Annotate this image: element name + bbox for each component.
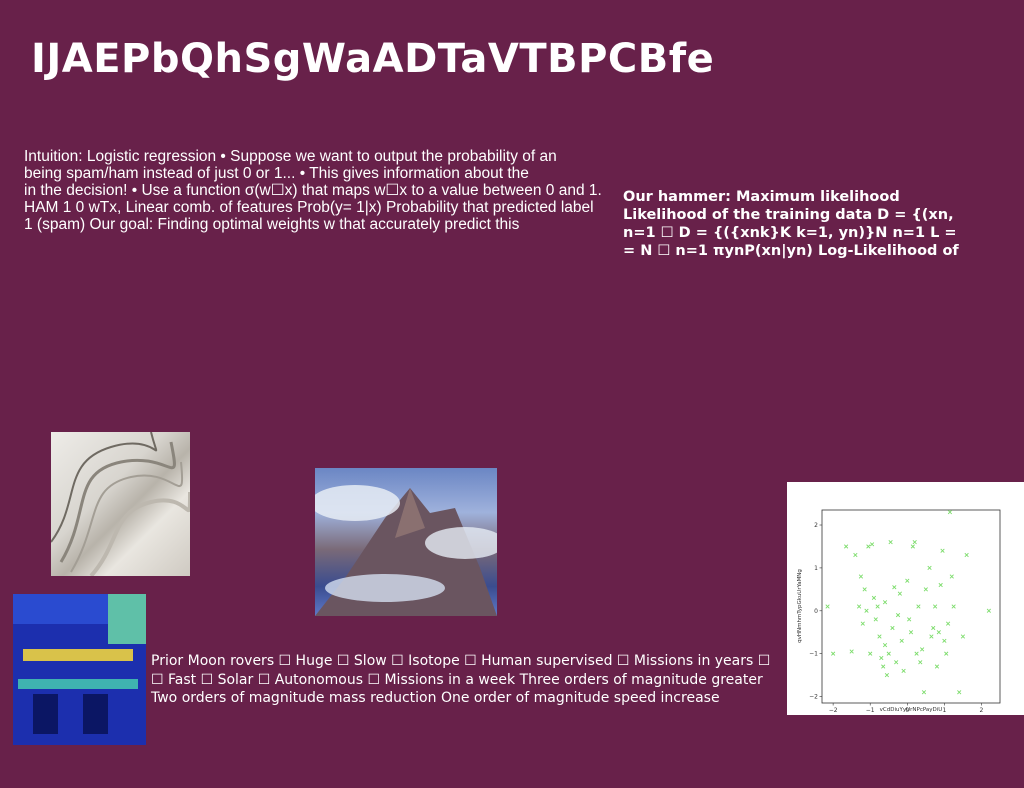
- scatter-point: [894, 660, 899, 665]
- scatter-point: [910, 544, 915, 549]
- ornate-building-image: [13, 594, 146, 745]
- scatter-point: [942, 638, 947, 643]
- plot-frame: [821, 509, 1001, 704]
- x-tick-label: 2: [980, 707, 984, 714]
- mountain-clouds-image: [315, 468, 497, 616]
- text-line: HAM 1 0 wTx, Linear comb. of features Pr…: [24, 199, 594, 216]
- scatter-point: [899, 638, 904, 643]
- axis-ticks: −2 −1 0 1 2 −2 −1 0 1 2: [809, 522, 983, 714]
- swirl-art: [51, 432, 190, 576]
- y-tick-label: 1: [814, 565, 818, 572]
- scatter-point: [934, 664, 940, 669]
- scatter-point: [875, 604, 880, 609]
- y-axis-label: qvHNmhmTypGkuUrYaMNg: [797, 569, 803, 643]
- scatter-point: [957, 690, 962, 695]
- scatter-point: [908, 630, 914, 635]
- scatter-point: [849, 649, 854, 654]
- text-line: Intuition: Logistic regression • Suppose…: [24, 148, 557, 165]
- scatter-point: [897, 591, 902, 596]
- scatter-point: [912, 540, 917, 545]
- text-line: n=1 ☐ D = {({xnk}K k=1, yn)}N n=1 L =: [623, 225, 957, 241]
- scatter-point: [940, 548, 945, 553]
- scatter-point: [936, 630, 941, 635]
- x-tick-label: −2: [829, 707, 838, 714]
- mountain-art: [315, 485, 497, 616]
- scatter-point: [921, 690, 927, 695]
- text-line: Prior Moon rovers ☐ Huge ☐ Slow ☐ Isotop…: [151, 653, 771, 669]
- scatter-point: [866, 544, 871, 549]
- scatter-point: [881, 664, 886, 669]
- scatter-plot-panel: −2 −1 0 1 2 −2 −1 0 1 2 vCdDiuYyUrNPcPayDiU qvHNm…: [787, 482, 1024, 715]
- scatter-point: [877, 634, 882, 639]
- x-tick-label: 0: [905, 707, 909, 714]
- scatter-point: [873, 617, 878, 622]
- scatter-point: [964, 552, 969, 558]
- scatter-point: [960, 634, 966, 639]
- scatter-point: [862, 587, 867, 592]
- scatter-point: [901, 668, 906, 673]
- text-line: being spam/ham instead of just 0 or 1...…: [24, 165, 529, 182]
- scatter-point: [944, 651, 949, 656]
- scatter-point: [947, 510, 953, 515]
- building-art: [13, 594, 146, 745]
- scatter-point: [868, 651, 873, 656]
- text-line: Likelihood of the training data D = {(xn…: [623, 207, 954, 223]
- scatter-point: [831, 651, 836, 656]
- text-line: Two orders of magnitude mass reduction O…: [151, 690, 720, 706]
- scatter-point: [914, 651, 919, 656]
- scatter-point: [879, 655, 884, 661]
- bottom-text-block: Prior Moon rovers ☐ Huge ☐ Slow ☐ Isotop…: [151, 652, 770, 708]
- scatter-point: [869, 542, 875, 547]
- scatter-point: [905, 578, 910, 583]
- x-tick-label: 1: [942, 707, 946, 714]
- scatter-point: [938, 582, 943, 588]
- scatter-point: [949, 574, 954, 579]
- scatter-point: [931, 625, 936, 631]
- left-text-block: Intuition: Logistic regression • Suppose…: [24, 148, 602, 233]
- scatter-point: [916, 604, 921, 609]
- scatter-point: [882, 600, 888, 605]
- scatter-point: [907, 617, 912, 622]
- y-tick-label: −2: [809, 694, 818, 701]
- scatter-point: [923, 587, 928, 592]
- scatter-point: [860, 621, 865, 626]
- abstract-swirl-image: [51, 432, 190, 576]
- y-tick-label: 2: [814, 522, 818, 529]
- scatter-point: [888, 540, 893, 545]
- scatter-point: [843, 544, 849, 549]
- scatter-point: [920, 647, 925, 652]
- scatter-plot: −2 −1 0 1 2 −2 −1 0 1 2 vCdDiuYyUrNPcPayDiU qvHNm…: [797, 509, 1001, 714]
- x-axis-label: vCdDiuYyUrNPcPayDiU: [880, 707, 943, 713]
- scatter-point: [927, 565, 932, 571]
- scatter-point: [886, 651, 891, 656]
- scatter-point: [932, 604, 938, 609]
- right-text-block: Our hammer: Maximum likelihood Likelihood…: [623, 188, 959, 260]
- scatter-point: [825, 604, 830, 609]
- scatter-point: [892, 585, 897, 590]
- y-tick-label: 0: [814, 608, 818, 615]
- scatter-point: [951, 604, 956, 609]
- text-line: 1 (spam) Our goal: Finding optimal weigh…: [24, 216, 520, 233]
- scatter-point: [864, 608, 869, 613]
- scatter-point: [856, 604, 862, 609]
- text-line: in the decision! • Use a function σ(w☐x)…: [24, 182, 602, 199]
- scatter-point: [890, 625, 895, 631]
- text-line: Our hammer: Maximum likelihood: [623, 189, 900, 205]
- text-line: = N ☐ n=1 πynP(xn|yn) Log-Likelihood of: [623, 243, 959, 259]
- data-points: [825, 510, 991, 695]
- scatter-point: [853, 552, 858, 558]
- scatter-point: [882, 642, 888, 648]
- scatter-point: [929, 634, 934, 639]
- text-line: ☐ Fast ☐ Solar ☐ Autonomous ☐ Missions i…: [151, 671, 763, 688]
- slide-title: IJAEPbQhSgWaADTaVTBPCBfe: [31, 36, 715, 82]
- scatter-point: [986, 608, 991, 613]
- scatter-point: [858, 574, 864, 579]
- scatter-point: [918, 660, 923, 665]
- x-tick-label: −1: [866, 707, 875, 714]
- scatter-point: [884, 673, 890, 678]
- scatter-point: [945, 621, 951, 626]
- scatter-point: [895, 612, 901, 618]
- scatter-point: [871, 595, 877, 601]
- y-tick-label: −1: [809, 651, 818, 658]
